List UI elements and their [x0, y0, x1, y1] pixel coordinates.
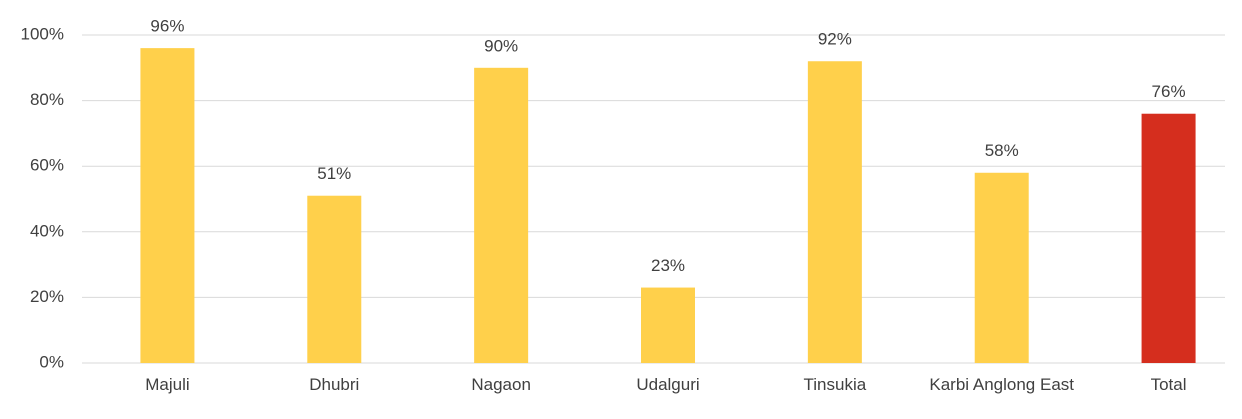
y-tick-label: 100%: [21, 24, 64, 43]
value-label: 58%: [985, 141, 1019, 160]
y-tick-label: 40%: [30, 221, 64, 240]
y-tick-label: 0%: [39, 352, 64, 371]
y-tick-label: 60%: [30, 156, 64, 175]
bar: [974, 172, 1029, 363]
value-label: 51%: [317, 164, 351, 183]
bar: [807, 61, 862, 364]
x-tick-label: Tinsukia: [803, 375, 867, 394]
x-tick-label: Dhubri: [309, 375, 360, 394]
value-label: 90%: [484, 36, 518, 55]
x-tick-label: Total: [1150, 375, 1187, 394]
value-label: 23%: [651, 256, 685, 275]
x-tick-label: Karbi Anglong East: [929, 375, 1074, 394]
bar: [1141, 113, 1196, 363]
bar: [641, 287, 695, 363]
value-label: 92%: [818, 30, 852, 49]
y-tick-label: 20%: [30, 287, 64, 306]
x-tick-label: Majuli: [145, 375, 190, 394]
value-label: 76%: [1152, 82, 1186, 101]
y-tick-label: 80%: [30, 90, 64, 109]
bar: [140, 48, 195, 364]
value-label: 96%: [150, 17, 184, 36]
bar: [474, 67, 529, 364]
x-tick-label: Udalguri: [636, 375, 700, 394]
bar: [307, 195, 362, 363]
x-tick-label: Nagaon: [471, 375, 531, 394]
